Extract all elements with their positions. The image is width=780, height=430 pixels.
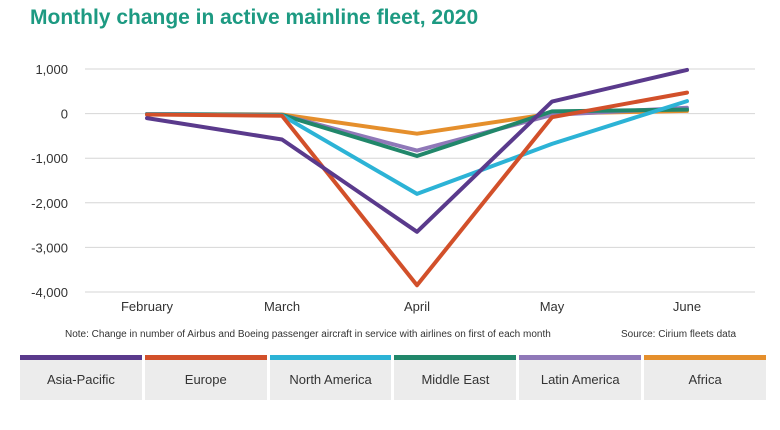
chart-title: Monthly change in active mainline fleet,… xyxy=(30,6,479,29)
y-tick-label: -3,000 xyxy=(31,240,68,255)
x-tick-label: February xyxy=(121,299,174,314)
y-tick-label: -2,000 xyxy=(31,196,68,211)
legend-swatch xyxy=(644,355,766,360)
legend: Asia-Pacific Europe North America Middle Ea… xyxy=(20,355,766,400)
legend-item-north-america: North America xyxy=(269,355,392,400)
x-tick-label: April xyxy=(404,299,430,314)
line-chart: 1,000 0 -1,000 -2,000 -3,000 -4,000 February M… xyxy=(31,62,755,314)
chart-source: Source: Cirium fleets data xyxy=(621,329,737,340)
x-tick-label: May xyxy=(540,299,565,314)
y-tick-label: 1,000 xyxy=(35,62,68,77)
y-tick-label: 0 xyxy=(61,107,68,122)
legend-item-africa: Africa xyxy=(644,355,766,400)
legend-item-latin-america: Latin America xyxy=(519,355,642,400)
legend-item-europe: Europe xyxy=(144,355,267,400)
legend-label: Latin America xyxy=(540,372,620,387)
y-axis-ticks: 1,000 0 -1,000 -2,000 -3,000 -4,000 xyxy=(31,62,68,300)
x-tick-label: June xyxy=(673,299,701,314)
legend-swatch xyxy=(394,355,517,360)
legend-label: Middle East xyxy=(421,372,490,387)
legend-swatch xyxy=(144,355,267,360)
y-tick-label: -1,000 xyxy=(31,151,68,166)
gridlines xyxy=(85,68,755,293)
y-tick-label: -4,000 xyxy=(31,285,68,300)
legend-item-middle-east: Middle East xyxy=(394,355,517,400)
legend-swatch xyxy=(20,355,142,360)
legend-label: Asia-Pacific xyxy=(46,372,115,387)
legend-label: Europe xyxy=(184,372,227,387)
series-line-asia-pacific xyxy=(145,67,689,234)
legend-swatch xyxy=(519,355,642,360)
legend-item-asia-pacific: Asia-Pacific xyxy=(20,355,142,400)
series-lines xyxy=(145,67,689,288)
x-axis-ticks: February March April May June xyxy=(121,299,701,314)
legend-label: Africa xyxy=(688,372,722,387)
series-line-europe xyxy=(145,90,689,288)
legend-swatch xyxy=(269,355,392,360)
chart-note: Note: Change in number of Airbus and Boe… xyxy=(65,329,551,340)
legend-label: North America xyxy=(289,372,372,387)
x-tick-label: March xyxy=(264,299,300,314)
